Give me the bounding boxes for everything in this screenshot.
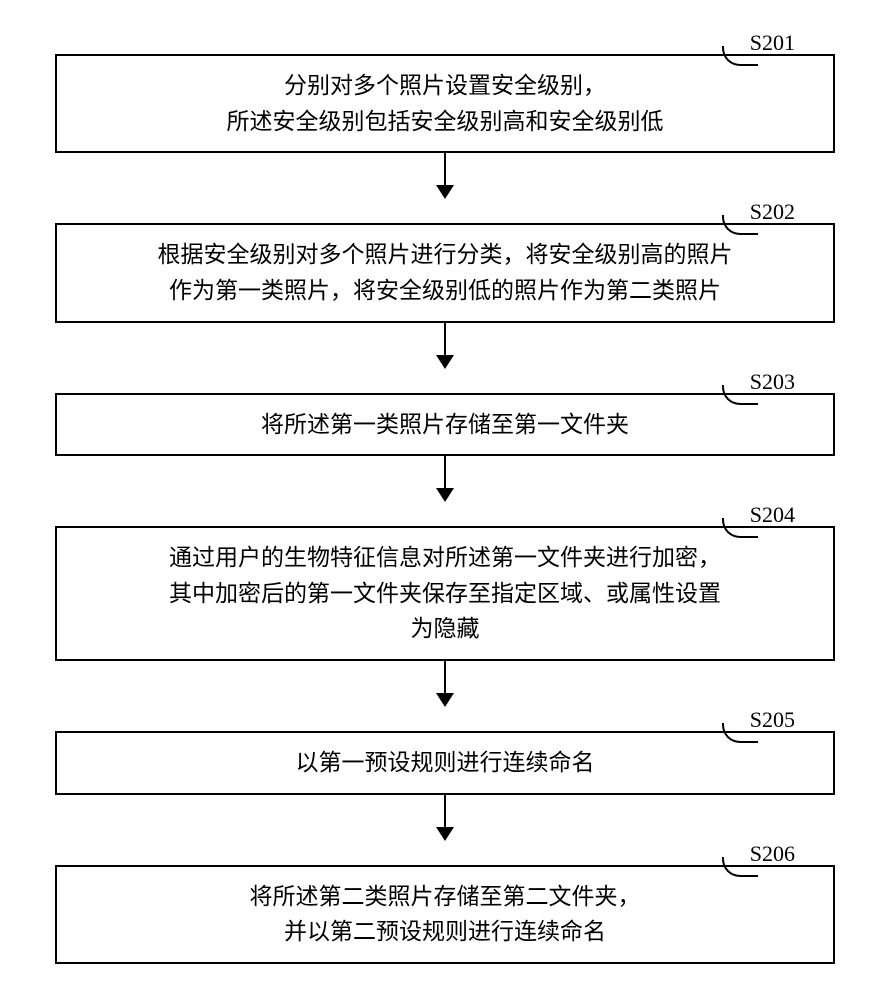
step-text-line: 根据安全级别对多个照片进行分类，将安全级别高的照片: [77, 237, 813, 273]
step-s202: S202 根据安全级别对多个照片进行分类，将安全级别高的照片 作为第一类照片，将…: [55, 199, 835, 322]
step-box: 将所述第一类照片存储至第一文件夹: [55, 393, 835, 457]
step-box: 分别对多个照片设置安全级别， 所述安全级别包括安全级别高和安全级别低: [55, 54, 835, 153]
step-text-line: 并以第二预设规则进行连续命名: [77, 914, 813, 950]
step-s203: S203 将所述第一类照片存储至第一文件夹: [55, 369, 835, 457]
arrow-down-icon: [436, 795, 454, 841]
step-text-line: 作为第一类照片，将安全级别低的照片作为第二类照片: [77, 273, 813, 309]
step-text-line: 将所述第一类照片存储至第一文件夹: [77, 407, 813, 443]
step-text-line: 以第一预设规则进行连续命名: [77, 745, 813, 781]
arrow-down-icon: [436, 323, 454, 369]
step-label: S204: [750, 502, 795, 528]
flowchart: S201 分别对多个照片设置安全级别， 所述安全级别包括安全级别高和安全级别低 …: [55, 30, 835, 964]
step-label: S202: [750, 199, 795, 225]
arrow-down-icon: [436, 153, 454, 199]
step-box: 将所述第二类照片存储至第二文件夹， 并以第二预设规则进行连续命名: [55, 865, 835, 964]
step-label: S205: [750, 707, 795, 733]
step-s206: S206 将所述第二类照片存储至第二文件夹， 并以第二预设规则进行连续命名: [55, 841, 835, 964]
step-label: S206: [750, 841, 795, 867]
step-box: 通过用户的生物特征信息对所述第一文件夹进行加密， 其中加密后的第一文件夹保存至指…: [55, 526, 835, 661]
step-text-line: 其中加密后的第一文件夹保存至指定区域、或属性设置: [77, 576, 813, 612]
step-s204: S204 通过用户的生物特征信息对所述第一文件夹进行加密， 其中加密后的第一文件…: [55, 502, 835, 661]
step-label: S203: [750, 369, 795, 395]
arrow-down-icon: [436, 661, 454, 707]
arrow-down-icon: [436, 456, 454, 502]
step-text-line: 为隐藏: [77, 611, 813, 647]
step-box: 根据安全级别对多个照片进行分类，将安全级别高的照片 作为第一类照片，将安全级别低…: [55, 223, 835, 322]
step-text-line: 将所述第二类照片存储至第二文件夹，: [77, 879, 813, 915]
step-text-line: 所述安全级别包括安全级别高和安全级别低: [77, 104, 813, 140]
step-box: 以第一预设规则进行连续命名: [55, 731, 835, 795]
step-s205: S205 以第一预设规则进行连续命名: [55, 707, 835, 795]
step-text-line: 分别对多个照片设置安全级别，: [77, 68, 813, 104]
step-text-line: 通过用户的生物特征信息对所述第一文件夹进行加密，: [77, 540, 813, 576]
step-label: S201: [750, 30, 795, 56]
step-s201: S201 分别对多个照片设置安全级别， 所述安全级别包括安全级别高和安全级别低: [55, 30, 835, 153]
